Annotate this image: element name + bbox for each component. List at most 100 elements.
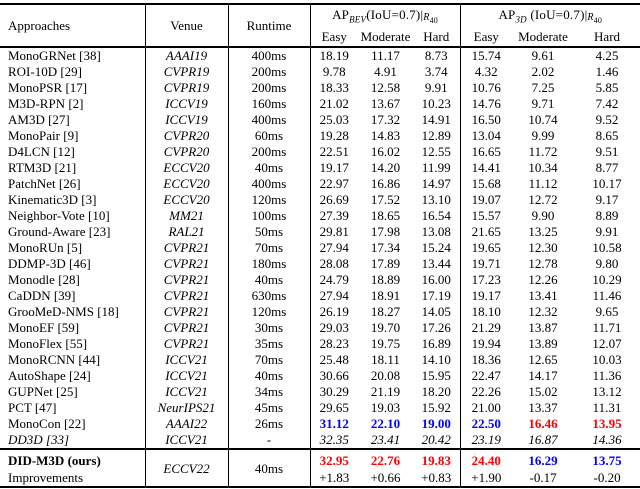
- metric-value: 13.10: [413, 192, 461, 208]
- metric-value: 9.78: [322, 64, 346, 79]
- metric-value: 4.32: [474, 64, 498, 79]
- approach-name: D4LCN [12]: [0, 144, 146, 160]
- venue-value: ICCV19: [145, 112, 229, 128]
- col-header-runtime: Runtime: [228, 4, 311, 48]
- approach-name: ROI-10D [29]: [0, 64, 146, 80]
- metric-value: 19.17: [471, 288, 501, 303]
- runtime-value: 35ms: [228, 336, 311, 352]
- col-header-bev-moderate: Moderate: [358, 27, 413, 48]
- runtime-value: 70ms: [228, 240, 311, 256]
- approach-name: MonoEF [59]: [0, 320, 146, 336]
- metric-value: 12.55: [413, 144, 461, 160]
- runtime-value: 200ms: [228, 80, 311, 96]
- approach-name: DD3D [33]: [0, 432, 146, 449]
- metric-value: 22.97: [319, 176, 349, 191]
- metric-value: 5.85: [595, 80, 619, 95]
- metric-value: 9.91: [413, 80, 461, 96]
- col-header-3d-easy: Easy: [460, 27, 513, 48]
- runtime-value: 100ms: [228, 208, 311, 224]
- approach-name: MonoFlex [55]: [0, 336, 146, 352]
- metric-value: 19.03: [370, 400, 401, 415]
- metric-value: 13.87: [528, 320, 558, 335]
- table-header: Approaches Venue Runtime APBEV(IoU=0.7)|…: [0, 4, 640, 48]
- venue-value: CVPR19: [145, 64, 229, 80]
- metric-value: 12.26: [528, 272, 558, 287]
- metric-value: 13.08: [413, 224, 461, 240]
- metric-value: 9.99: [531, 128, 555, 143]
- metric-value: 22.50: [471, 416, 501, 431]
- table-body: MonoGRNet [38] AAAI19 400ms 18.19 11.17 8.73 1…: [0, 47, 640, 449]
- metric-value: 17.19: [413, 288, 461, 304]
- metric-value: 14.83: [370, 128, 401, 143]
- improvement-value: +0.66: [370, 469, 401, 485]
- approach-name: MonoGRNet [38]: [0, 47, 146, 64]
- runtime-value: 160ms: [228, 96, 311, 112]
- metric-value: 11.72: [528, 144, 558, 159]
- ours-metric-value: 13.75: [574, 448, 640, 469]
- table-row: GUPNet [25] ICCV21 34ms 30.29 21.19 18.20 22.2…: [0, 384, 640, 400]
- metric-value: 19.28: [319, 128, 349, 143]
- col-header-approaches: Approaches: [0, 4, 146, 48]
- metric-value: 9.71: [531, 96, 555, 111]
- table-row: DD3D [33] ICCV21-32.35 23.41 20.42 23.19 16.8…: [0, 432, 640, 449]
- approach-name: CaDDN [39]: [0, 288, 146, 304]
- metric-value: 18.36: [471, 352, 501, 367]
- approach-name: Monodle [28]: [0, 272, 146, 288]
- metric-value: 14.20: [370, 160, 401, 175]
- ap-3d-subscript: 3D: [515, 14, 527, 25]
- runtime-value: 45ms: [228, 400, 311, 416]
- ours-venue: ECCV22: [145, 448, 229, 487]
- metric-value: 14.97: [413, 176, 461, 192]
- venue-value: NeurIPS21: [145, 400, 229, 416]
- ours-method-name: DID-M3D (ours): [0, 448, 146, 469]
- venue-value: ECCV20: [145, 176, 229, 192]
- runtime-value: 30ms: [228, 320, 311, 336]
- results-table: Approaches Venue Runtime APBEV(IoU=0.7)|…: [0, 3, 640, 488]
- ours-metric-value: 19.83: [413, 448, 461, 469]
- metric-value: 17.34: [370, 240, 401, 255]
- venue-value: CVPR20: [145, 128, 229, 144]
- metric-value: 17.89: [370, 256, 401, 271]
- metric-value: 11.12: [528, 176, 558, 191]
- metric-value: 12.65: [528, 352, 558, 367]
- venue-value: ICCV21: [145, 432, 229, 449]
- ap-3d-iou: (IoU=0.7)|: [526, 7, 588, 22]
- runtime-value: 60ms: [228, 128, 311, 144]
- metric-value: 32.35: [319, 432, 349, 447]
- metric-value: 16.89: [413, 336, 461, 352]
- ap-3d-label: AP: [498, 7, 516, 22]
- metric-value: 28.23: [319, 336, 349, 351]
- metric-value: 9.51: [595, 144, 619, 159]
- venue-value: ICCV21: [145, 352, 229, 368]
- table-row: MonoEF [59] CVPR21 30ms 29.03 19.70 17.26 21.2…: [0, 320, 640, 336]
- metric-value: 12.58: [370, 80, 401, 95]
- metric-value: 12.32: [528, 304, 558, 319]
- metric-value: 25.48: [319, 352, 349, 367]
- venue-value: AAAI19: [145, 47, 229, 64]
- runtime-value: -: [228, 432, 311, 449]
- metric-value: 10.29: [592, 272, 622, 287]
- approach-name: Kinematic3D [3]: [0, 192, 146, 208]
- col-header-bev-easy: Easy: [310, 27, 358, 48]
- ours-metric-value: 32.95: [310, 448, 358, 469]
- table-row: DDMP-3D [46] CVPR21 180ms 28.08 17.89 13.44 19…: [0, 256, 640, 272]
- metric-value: 10.34: [528, 160, 558, 175]
- metric-value: 1.46: [595, 64, 619, 79]
- metric-value: 14.10: [413, 352, 461, 368]
- table-row: Neighbor-Vote [10] MM21 100ms 27.39 18.65 16.…: [0, 208, 640, 224]
- metric-value: 20.08: [370, 368, 401, 383]
- metric-value: 21.02: [319, 96, 349, 111]
- metric-value: 18.33: [319, 80, 349, 95]
- ours-metric-value: 16.29: [512, 448, 575, 469]
- metric-value: 8.89: [595, 208, 619, 223]
- metric-value: 19.07: [471, 192, 501, 207]
- approach-name: MonoCon [22]: [0, 416, 146, 432]
- metric-value: 9.80: [595, 256, 619, 271]
- metric-value: 14.91: [413, 112, 461, 128]
- metric-value: 17.26: [413, 320, 461, 336]
- metric-value: 13.67: [370, 96, 401, 111]
- metric-value: 16.46: [528, 416, 558, 431]
- runtime-value: 180ms: [228, 256, 311, 272]
- venue-value: CVPR21: [145, 272, 229, 288]
- metric-value: 18.89: [370, 272, 401, 287]
